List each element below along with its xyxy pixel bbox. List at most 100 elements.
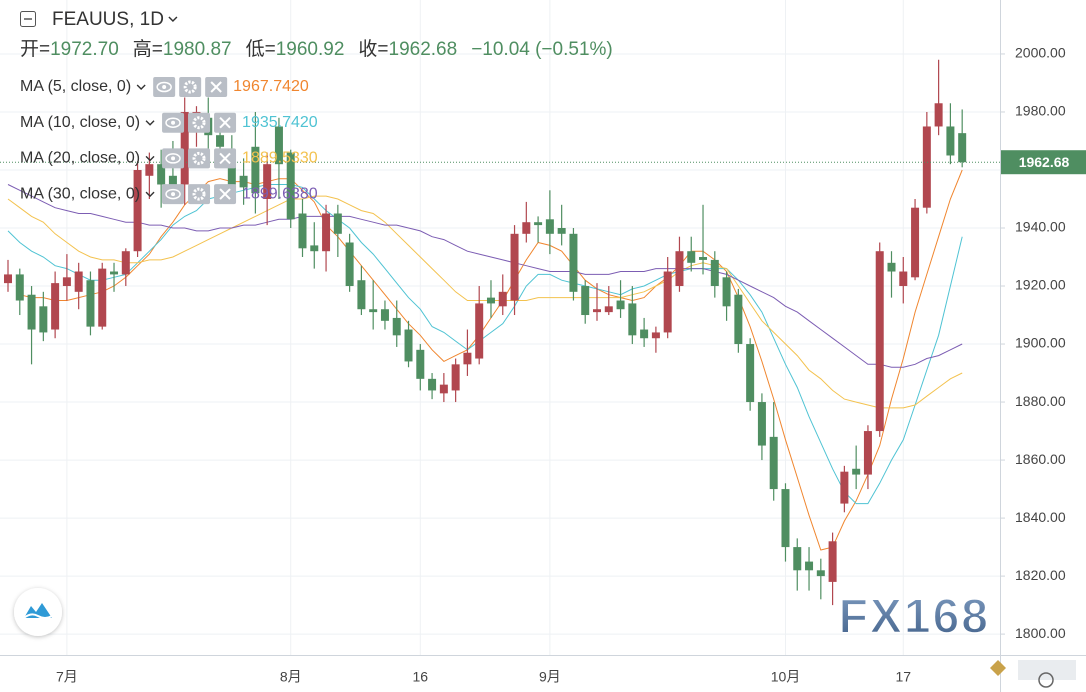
ohlc-value: 1960.92 (276, 39, 345, 60)
candle-body (899, 271, 908, 287)
candle-body (852, 468, 861, 475)
candle-body (663, 271, 672, 333)
eye-pupil (171, 156, 176, 161)
legend-chevron[interactable] (136, 84, 146, 90)
candle-body (557, 228, 566, 234)
legend-chevron[interactable] (145, 155, 155, 162)
grid (0, 0, 1000, 655)
candle-body (392, 317, 401, 336)
candle-body (522, 222, 531, 234)
candle-body (239, 175, 248, 188)
candle-body (475, 303, 484, 359)
x-tick-label: 16 (413, 669, 429, 685)
candle-body (15, 274, 24, 301)
logo-wave (23, 613, 53, 619)
candle-body (180, 111, 189, 185)
y-tick-label: 1940.00 (1015, 219, 1066, 235)
candle-body (640, 329, 649, 339)
price-change: −10.04 (−0.51%) (471, 39, 613, 60)
legend-gear-button[interactable] (188, 184, 211, 205)
candle-body (439, 384, 448, 394)
y-tick-label: 1800.00 (1015, 625, 1066, 641)
close-icon (219, 188, 231, 200)
candle-body (428, 378, 437, 391)
candle-body (216, 135, 225, 147)
candle-body (486, 297, 495, 304)
watermark-layer: FX168 (838, 590, 989, 645)
gear-icon (192, 151, 206, 165)
gear-icon (192, 187, 206, 201)
legend-gear-button[interactable] (188, 112, 211, 133)
candle-body (263, 164, 272, 199)
close-icon (219, 116, 231, 129)
candle-body (793, 547, 802, 571)
collapse-icon[interactable] (20, 11, 36, 27)
header: FEAUUS, 1D 开=1972.70 高=1980.87 低=1960.92 收=… (20, 9, 613, 60)
candle-body (4, 274, 12, 284)
candle-body (581, 286, 590, 316)
candle-body (86, 280, 95, 327)
legend-name[interactable]: MA (30, close, 0) (20, 185, 140, 202)
candle-body (51, 283, 60, 330)
eye-icon (165, 188, 181, 200)
badge-diamond (990, 660, 1006, 676)
y-tick-label: 2020.00 (1015, 0, 1066, 3)
ohlc-row: 开=1972.70 高=1980.87 低=1960.92 收=1962.68 −10.… (20, 38, 613, 60)
legend-chevron[interactable] (145, 191, 155, 198)
candle-body (616, 300, 625, 310)
legend-gear-button[interactable] (179, 77, 202, 97)
candle-body (310, 245, 319, 252)
legend-chevron[interactable] (145, 120, 155, 126)
candle-body (498, 291, 507, 307)
legend-value: 1889.5330 (242, 150, 318, 167)
legend-gear-button[interactable] (188, 148, 211, 169)
gear-icon (192, 116, 206, 130)
candle-body (958, 133, 967, 163)
candle-body (675, 251, 684, 287)
x-tick-label: 9月 (539, 669, 561, 685)
x-tick-label: 17 (895, 669, 911, 685)
candle-body (875, 251, 884, 432)
candle-body (416, 349, 425, 379)
y-tick-label: 2000.00 (1015, 45, 1066, 61)
candle-body (380, 309, 389, 321)
legend-value: 1935.7420 (242, 114, 318, 131)
candle-body (687, 251, 696, 263)
eye-pupil (171, 120, 176, 125)
interval-chevron[interactable] (168, 16, 178, 23)
candle-body (710, 259, 719, 287)
candle-body (828, 541, 837, 582)
x-tick-label: 7月 (56, 669, 78, 685)
settings-gear[interactable] (1038, 672, 1054, 688)
ma-line (7, 195, 963, 409)
candle-body (534, 222, 543, 226)
legend-name[interactable]: MA (5, close, 0) (20, 78, 131, 95)
candle-body (628, 303, 637, 336)
candle-body (887, 262, 896, 272)
candle-body (110, 271, 119, 275)
candle-body (722, 277, 731, 307)
candle-body (121, 251, 130, 275)
candle-body (404, 329, 413, 362)
badge-box (1018, 660, 1076, 680)
candle-body (651, 332, 660, 339)
legend-value: 1967.7420 (233, 78, 309, 95)
legend: MA (5, close, 0) 1967.7420 MA (10, close, … (20, 77, 318, 205)
candle-body (734, 294, 743, 345)
legend-name[interactable]: MA (20, close, 0) (20, 150, 140, 167)
candles (4, 59, 967, 606)
candle-body (781, 489, 790, 548)
ohlc-name: 高= (133, 38, 163, 60)
candle-body (545, 219, 554, 234)
legend-name[interactable]: MA (10, close, 0) (20, 114, 140, 131)
candle-body (569, 233, 578, 292)
candle-body (62, 277, 71, 287)
legend-value: 1899.6380 (242, 185, 318, 202)
candle-body (357, 280, 366, 310)
gear-icon (183, 80, 197, 94)
logo-button[interactable] (14, 588, 62, 636)
y-tick-label: 1840.00 (1015, 509, 1066, 525)
eye-icon (165, 153, 181, 164)
y-tick-label: 1920.00 (1015, 277, 1066, 293)
y-tick-label: 1820.00 (1015, 567, 1066, 583)
